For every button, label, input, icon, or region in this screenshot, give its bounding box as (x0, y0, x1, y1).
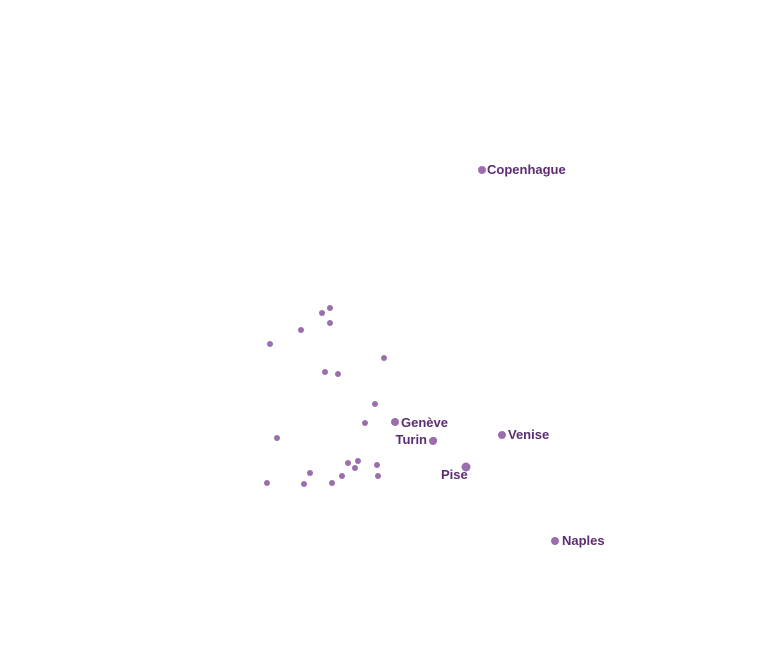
unlabeled-city-marker (319, 310, 325, 316)
unlabeled-city-marker (355, 458, 361, 464)
city-marker (551, 537, 559, 545)
city-label: Turin (395, 432, 427, 447)
unlabeled-city-marker (339, 473, 345, 479)
unlabeled-city-marker (322, 369, 328, 375)
unlabeled-city-marker (372, 401, 378, 407)
unlabeled-city-marker (298, 327, 304, 333)
city-naples: Naples (551, 533, 605, 548)
city-pise: Pise (441, 463, 471, 483)
unlabeled-city-marker (307, 470, 313, 476)
city-turin: Turin (395, 432, 437, 447)
city-label: Genève (401, 415, 448, 430)
unlabeled-city-marker (335, 371, 341, 377)
city-label: Naples (562, 533, 605, 548)
unlabeled-city-marker (375, 473, 381, 479)
unlabeled-city-marker (381, 355, 387, 361)
unlabeled-city-marker (329, 480, 335, 486)
city-venise: Venise (498, 427, 549, 442)
unlabeled-city-marker (352, 465, 358, 471)
unlabeled-city-marker (374, 462, 380, 468)
city-marker (498, 431, 506, 439)
labeled-markers: Copenhague Genève Turin Venise Pise Naples (391, 162, 605, 548)
city-copenhague: Copenhague (478, 162, 566, 177)
city-geneve: Genève (391, 415, 448, 430)
unlabeled-city-marker (362, 420, 368, 426)
city-marker (429, 437, 437, 445)
city-label: Venise (508, 427, 549, 442)
city-marker (478, 166, 486, 174)
unlabeled-city-marker (264, 480, 270, 486)
unlabeled-city-marker (267, 341, 273, 347)
unlabeled-city-marker (345, 460, 351, 466)
unlabeled-city-marker (327, 320, 333, 326)
city-label: Pise (441, 467, 468, 482)
city-label: Copenhague (487, 162, 566, 177)
unlabeled-markers (264, 305, 437, 487)
unlabeled-city-marker (327, 305, 333, 311)
city-marker (391, 418, 399, 426)
unlabeled-city-marker (274, 435, 280, 441)
unlabeled-city-marker (301, 481, 307, 487)
